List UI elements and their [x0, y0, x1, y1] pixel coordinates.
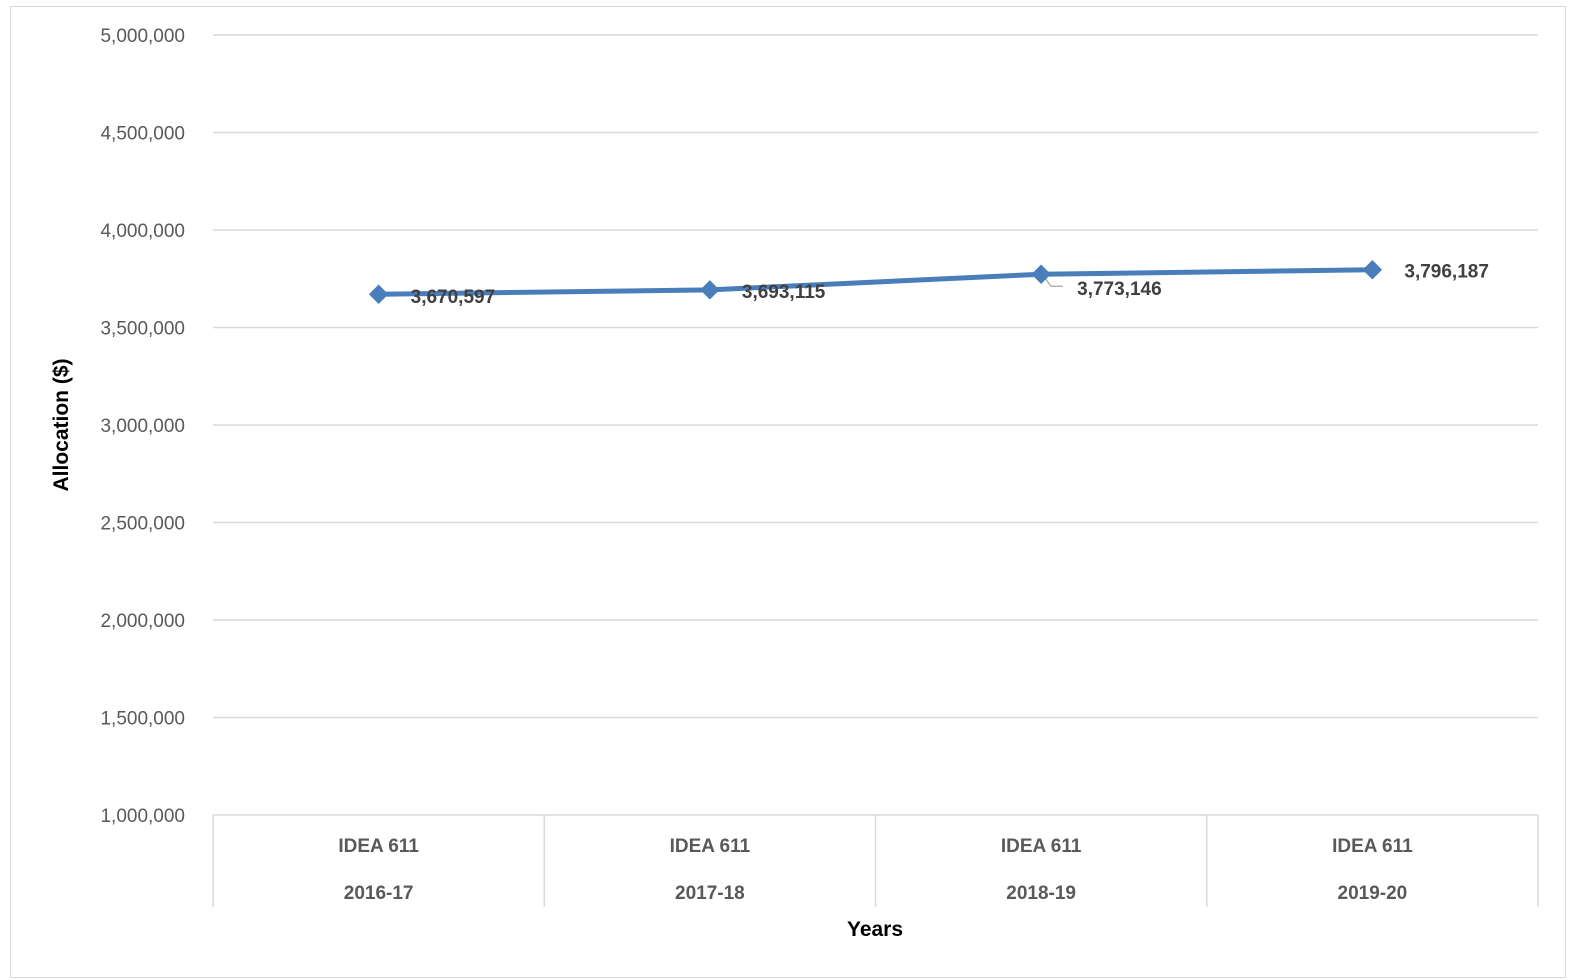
x-axis: IDEA 611 2016-17 IDEA 611 2017-18 IDEA 611 20…	[212, 814, 1539, 907]
data-point-marker	[368, 284, 389, 304]
x-year-label: 2018-19	[1006, 883, 1076, 904]
x-year-label: 2019-20	[1338, 883, 1408, 904]
y-tick-label: 2,500,000	[100, 514, 185, 535]
data-label: 3,670,597	[411, 287, 496, 308]
y-tick-label: 5,000,000	[100, 26, 185, 47]
y-tick-label: 3,500,000	[100, 319, 185, 340]
data-point-marker	[1362, 260, 1383, 280]
data-label: 3,773,146	[1077, 279, 1162, 300]
x-group-label: IDEA 611	[1001, 836, 1082, 857]
y-tick-label: 3,000,000	[100, 416, 185, 437]
y-tick-label: 4,500,000	[100, 124, 185, 145]
y-tick-label: 1,000,000	[100, 806, 185, 827]
y-axis-tick-labels: 1,000,000 1,500,000 2,000,000 2,500,000 3,00…	[100, 26, 185, 827]
series-layer	[368, 260, 1383, 304]
x-group-label: IDEA 611	[670, 836, 751, 857]
data-label: 3,796,187	[1404, 262, 1489, 283]
y-tick-label: 4,000,000	[100, 221, 185, 242]
x-year-label: 2017-18	[675, 883, 745, 904]
x-group-label: IDEA 611	[1332, 836, 1413, 857]
gridlines	[213, 34, 1538, 719]
data-point-marker	[700, 280, 720, 300]
x-group-label: IDEA 611	[338, 836, 419, 857]
series-line	[378, 267, 1373, 297]
x-axis-title: Years	[847, 918, 903, 941]
data-labels: 3,670,597 3,693,115 3,773,146 3,796,187	[411, 262, 1489, 308]
data-label: 3,693,115	[742, 282, 826, 303]
y-axis-title: Allocation ($)	[50, 358, 73, 491]
x-year-label: 2016-17	[344, 883, 414, 904]
label-leader-line	[1044, 277, 1064, 287]
data-point-marker	[1031, 264, 1051, 284]
y-tick-label: 2,000,000	[100, 611, 185, 632]
chart-frame	[10, 6, 1566, 978]
y-tick-label: 1,500,000	[100, 709, 185, 730]
